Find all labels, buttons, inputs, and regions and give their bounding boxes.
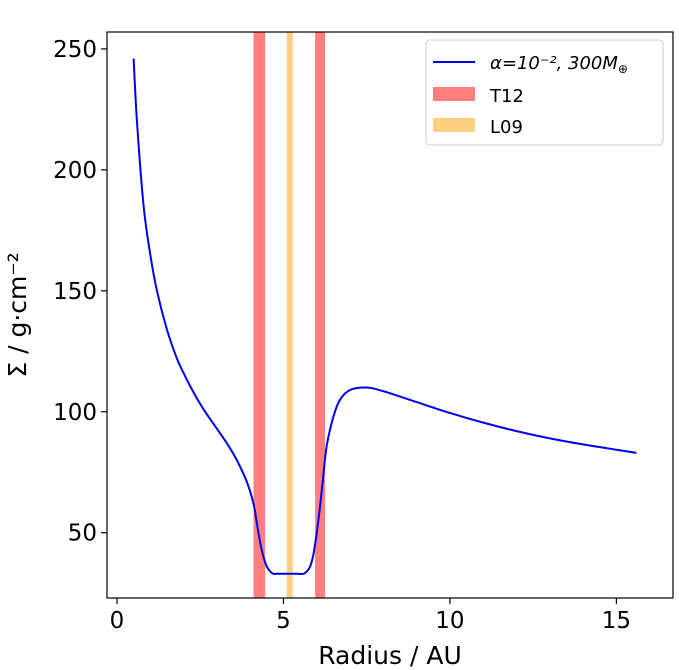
x-tick-label: 5 [276, 608, 291, 634]
y-axis-label: Σ / g·cm⁻² [3, 252, 32, 377]
plot-frame [106, 31, 674, 599]
y-tick-label: 200 [53, 158, 97, 184]
legend-series-subscript: ⊕ [618, 62, 628, 76]
y-tick-label: 150 [53, 279, 97, 305]
x-tick-label: 15 [602, 608, 631, 634]
ticks-layer: 0 5 10 15 50 100 150 200 250 [53, 37, 631, 634]
x-tick-label: 10 [435, 608, 464, 634]
legend-swatch-l09 [433, 118, 475, 132]
x-axis-label: Radius / AU [318, 641, 462, 670]
band-t12-0 [253, 32, 266, 598]
legend-label-t12: T12 [489, 86, 524, 107]
legend-label-l09: L09 [490, 117, 523, 138]
y-tick-label: 50 [68, 521, 97, 547]
band-l09-0 [286, 32, 293, 598]
legend-box [425, 39, 664, 146]
line-layer [132, 58, 637, 575]
legend-series-label: α=10⁻², 300M⊕ [490, 53, 628, 76]
band-t12-1 [315, 32, 326, 598]
legend-series-name: α=10⁻², 300M [490, 53, 618, 74]
x-tick-label: 0 [110, 608, 125, 634]
series-line [132, 58, 637, 575]
y-tick-label: 100 [53, 400, 97, 426]
bands-layer [253, 32, 326, 598]
legend: α=10⁻², 300M⊕ T12 L09 [425, 39, 664, 146]
legend-swatch-t12 [433, 87, 475, 101]
y-tick-label: 250 [53, 37, 97, 63]
